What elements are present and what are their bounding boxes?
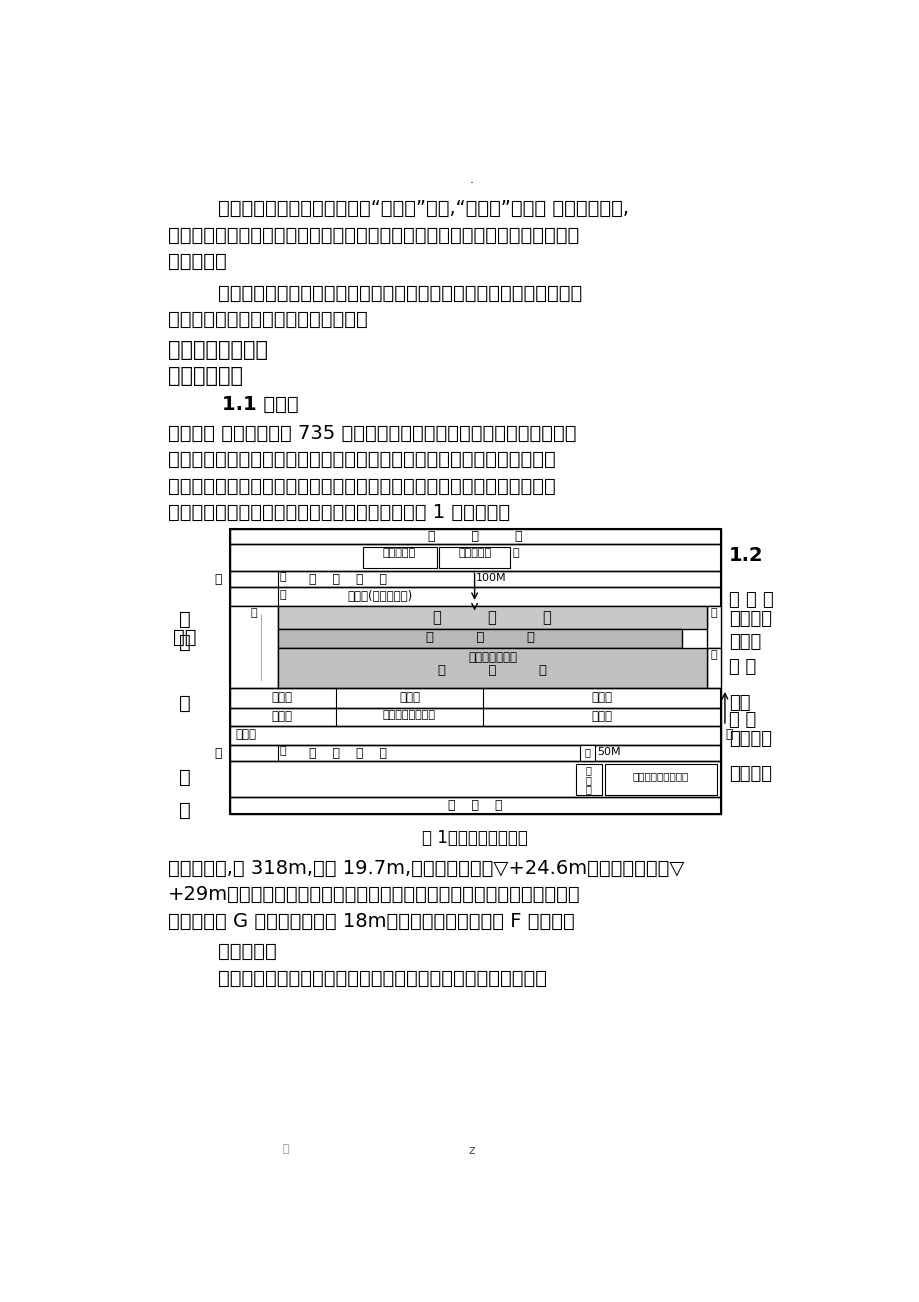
Text: 切割跨: 切割跨 — [272, 690, 292, 703]
Text: 化学水处理: 化学水处理 — [458, 548, 491, 559]
Text: 中：钢结构主厂房包括：加料跨、过渡跨、精炼跨，钢筋混凝土结构的厂房: 中：钢结构主厂房包括：加料跨、过渡跨、精炼跨，钢筋混凝土结构的厂房 — [167, 477, 555, 496]
Text: 路: 路 — [214, 573, 221, 586]
Text: 吴淞煤气厂制气车间: 吴淞煤气厂制气车间 — [631, 771, 688, 781]
Text: 丁字跨: 丁字跨 — [399, 690, 420, 703]
Bar — [230, 529, 720, 814]
Bar — [278, 647, 707, 687]
Text: 国内该类厂房拆除施工多采用“倒装法”拆除,“倒装法”拆除： 一是安全性差,: 国内该类厂房拆除施工多采用“倒装法”拆除,“倒装法”拆除： 一是安全性差, — [167, 199, 628, 217]
Text: 转: 转 — [710, 608, 717, 618]
Text: ，: ， — [282, 1144, 289, 1154]
Text: 精          炼          跨: 精 炼 跨 — [437, 664, 546, 677]
Bar — [230, 529, 720, 544]
Text: 50M: 50M — [596, 747, 620, 756]
Text: 二是工期较长，三是成本较高，无法满足工程建设需要，迫切需要一种新的拆除: 二是工期较长，三是成本较高，无法满足工程建设需要，迫切需要一种新的拆除 — [167, 225, 578, 245]
Text: 结构厂房中的施工技术进行如下研究。: 结构厂房中的施工技术进行如下研究。 — [167, 310, 367, 329]
Text: 加          料          跨: 加 料 跨 — [433, 609, 551, 625]
Text: 加 料: 加 料 — [728, 659, 755, 676]
Bar — [278, 629, 682, 647]
Text: 待爆钢结构厂房: 待爆钢结构厂房 — [468, 651, 516, 664]
Text: 施工方法。: 施工方法。 — [167, 251, 226, 271]
Text: 零: 零 — [585, 775, 591, 785]
Text: 梯型屋架）,长 318m,跨度 19.7m,屋面标高最高为▽+24.6m，天窗屋面高为▽: 梯型屋架）,长 318m,跨度 19.7m,屋面标高最高为▽+24.6m，天窗屋… — [167, 858, 684, 878]
Text: 拆 除 的: 拆 除 的 — [728, 591, 773, 609]
Bar — [438, 547, 510, 568]
Text: 过渡跨厂房: 过渡跨厂房 — [167, 941, 276, 961]
Text: 为 大: 为 大 — [728, 711, 755, 729]
Text: 内的大型基础。二炼钢厂房由钢结构主厂房和钢筋混凝土结构厂房组成，其: 内的大型基础。二炼钢厂房由钢结构主厂房和钢筋混凝土结构厂房组成，其 — [167, 450, 555, 470]
Bar — [230, 544, 720, 570]
Text: 钢结构厂: 钢结构厂 — [728, 730, 771, 747]
Text: 结合上钢一厂二炼钢拆除的实际工程，对聚能切割爆破在拆除特大型钢: 结合上钢一厂二炼钢拆除的实际工程，对聚能切割爆破在拆除特大型钢 — [167, 284, 582, 303]
Text: 跨: 跨 — [178, 694, 190, 712]
Text: 构筑物结: 构筑物结 — [728, 609, 771, 628]
Text: 房: 房 — [178, 801, 190, 820]
Text: 为单层钢结构厂房，屋面为钢结构梯型屋架，预制砼屋面板。长: 为单层钢结构厂房，屋面为钢结构梯型屋架，预制砼屋面板。长 — [167, 969, 546, 988]
Bar — [707, 605, 720, 647]
Text: １．工程概况: １．工程概况 — [167, 366, 243, 387]
Text: 路: 路 — [279, 746, 286, 756]
Text: 包括过渡跨及出坯跨。建、构筑物分布情况见附图 1 总平面图。: 包括过渡跨及出坯跨。建、构筑物分布情况见附图 1 总平面图。 — [167, 503, 509, 522]
Text: 100M: 100M — [476, 573, 506, 583]
Text: 钢: 钢 — [279, 572, 286, 582]
Text: 建、: 建、 — [173, 628, 197, 647]
Text: 型: 型 — [178, 768, 190, 786]
Text: 待爆钢砼结构厂房: 待爆钢砼结构厂房 — [382, 710, 436, 720]
Bar — [230, 570, 720, 587]
Text: 二: 二 — [279, 590, 286, 600]
Text: 出坯跨: 出坯跨 — [591, 710, 611, 723]
Text: 路: 路 — [724, 728, 732, 741]
Bar — [230, 762, 720, 797]
Text: 站: 站 — [512, 548, 518, 559]
Text: 1.2: 1.2 — [728, 546, 763, 565]
Text: 一、进行工程勘察: 一、进行工程勘察 — [167, 340, 267, 359]
Bar — [230, 727, 720, 745]
Text: 高         炉         南: 高 炉 南 — [427, 530, 522, 543]
Text: 炉子跨(倒装法拆除): 炉子跨(倒装法拆除) — [347, 590, 413, 603]
Text: 高炉锅炉房: 高炉锅炉房 — [382, 548, 415, 559]
Text: 简况：: 简况： — [728, 633, 760, 651]
Bar — [278, 605, 707, 629]
Text: 厂房: 厂房 — [728, 694, 750, 712]
Text: （钢结构: （钢结构 — [728, 766, 771, 784]
Bar — [230, 745, 720, 762]
Text: 转: 转 — [710, 650, 717, 660]
Text: 钢: 钢 — [250, 608, 256, 618]
Bar — [230, 605, 278, 687]
Text: 过          渡          跨: 过 渡 跨 — [425, 631, 534, 644]
Text: 钢: 钢 — [584, 747, 590, 756]
Bar — [604, 764, 717, 794]
Bar — [579, 745, 595, 762]
Text: 工程地点 宝山区长江路 735 号，拆除对象为上海一钢厂二炼钢厂房及厂房: 工程地点 宝山区长江路 735 号，拆除对象为上海一钢厂二炼钢厂房及厂房 — [167, 424, 575, 443]
Text: +29m，屋面为大型砼预制板，山墙为镀锌瓦围护结构；加料跨厂房与炉子: +29m，屋面为大型砼预制板，山墙为镀锌瓦围护结构；加料跨厂房与炉子 — [167, 885, 580, 905]
Bar — [707, 647, 720, 687]
Text: 钢: 钢 — [585, 766, 591, 775]
Text: 二    转    南    路: 二 转 南 路 — [309, 747, 386, 760]
Text: 图 1、环境平面示意图: 图 1、环境平面示意图 — [422, 829, 528, 848]
Text: 路: 路 — [214, 747, 221, 760]
Bar — [230, 687, 720, 707]
Bar — [230, 587, 720, 605]
Text: 跨厂房共用 G 列厂房柱，柱距 18m，与过渡跨厂房，共用 F 列房柱。: 跨厂房共用 G 列厂房柱，柱距 18m，与过渡跨厂房，共用 F 列房柱。 — [167, 913, 573, 931]
Text: 1.1 概述：: 1.1 概述： — [167, 395, 298, 414]
Text: .: . — [469, 173, 473, 186]
Text: 出坯跨: 出坯跨 — [235, 728, 256, 741]
Bar — [230, 797, 720, 814]
Text: 出坯跨: 出坯跨 — [272, 710, 292, 723]
Bar — [230, 707, 720, 727]
Text: 构: 构 — [178, 633, 190, 652]
Bar — [575, 764, 601, 794]
Text: 拟: 拟 — [178, 609, 190, 629]
Text: 路: 路 — [585, 785, 591, 794]
Text: 切割跨: 切割跨 — [591, 690, 611, 703]
Text: 二    转    北    路: 二 转 北 路 — [309, 573, 386, 586]
Text: z: z — [468, 1144, 474, 1157]
Bar — [363, 547, 437, 568]
Text: 公    辅    路: 公 辅 路 — [448, 799, 502, 812]
